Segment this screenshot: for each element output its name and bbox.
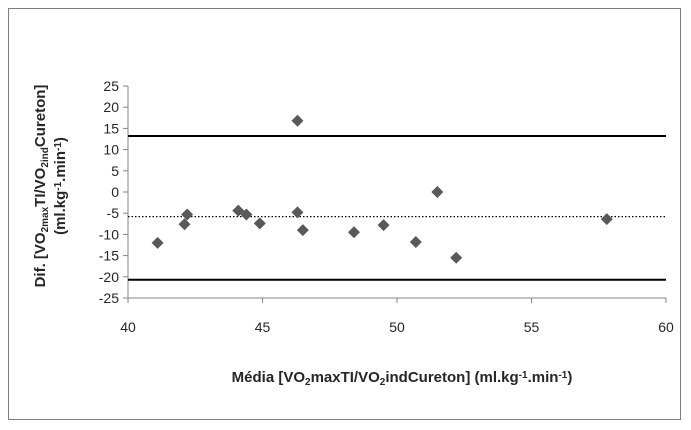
label-fragment: (ml.kg bbox=[52, 191, 69, 235]
reference-lines bbox=[128, 135, 666, 281]
axes: -25 -20 -15 -10 -5 0 5 10 15 20 25 40 45 50 55 60 bbox=[99, 78, 674, 335]
y-tick-label: 15 bbox=[103, 120, 119, 136]
data-point bbox=[431, 186, 444, 198]
data-point bbox=[296, 224, 309, 237]
x-tick-label: 50 bbox=[389, 319, 405, 335]
label-fragment: TI/VO bbox=[32, 167, 49, 207]
y-tick-label: 25 bbox=[103, 78, 119, 94]
y-tick-label: 0 bbox=[111, 184, 119, 200]
label-fragment: maxTI/VO bbox=[311, 369, 381, 386]
y-tick-label: 20 bbox=[103, 99, 119, 115]
label-fragment: -1 bbox=[558, 370, 567, 381]
y-axis-label-line2: (ml.kg-1.min-1) bbox=[52, 137, 69, 235]
data-point bbox=[240, 208, 253, 221]
label-fragment: 2 bbox=[380, 377, 386, 388]
y-tick-label: -10 bbox=[99, 226, 119, 242]
data-point bbox=[178, 218, 191, 231]
data-point bbox=[181, 208, 194, 221]
label-fragment: ) bbox=[567, 369, 572, 386]
x-tick-label: 45 bbox=[255, 319, 271, 335]
label-fragment: -1 bbox=[53, 142, 64, 151]
data-point bbox=[253, 217, 266, 230]
y-tick-label: -25 bbox=[99, 290, 119, 306]
label-fragment: 2 bbox=[305, 377, 311, 388]
label-fragment: 2max bbox=[40, 206, 51, 232]
label-fragment: -1 bbox=[53, 181, 64, 190]
data-point bbox=[409, 236, 422, 249]
chart-frame bbox=[8, 8, 681, 420]
data-point bbox=[377, 219, 390, 232]
data-point bbox=[450, 251, 463, 264]
data-point bbox=[347, 226, 360, 239]
data-point bbox=[291, 206, 304, 219]
x-tick-label: 40 bbox=[120, 319, 136, 335]
label-fragment: .min bbox=[52, 151, 69, 182]
label-fragment: Cureton] bbox=[32, 85, 49, 148]
data-point bbox=[151, 236, 164, 249]
y-tick-label: -20 bbox=[99, 269, 119, 285]
label-fragment: ) bbox=[52, 137, 69, 142]
data-point bbox=[291, 114, 304, 127]
y-tick-label: 5 bbox=[111, 163, 119, 179]
data-point bbox=[600, 213, 613, 226]
axis-labels: Média [VO2maxTI/VO2indCureton] (ml.kg-1.… bbox=[32, 85, 572, 388]
x-axis-label: Média [VO2maxTI/VO2indCureton] (ml.kg-1.… bbox=[232, 369, 573, 388]
label-fragment: -1 bbox=[519, 370, 528, 381]
label-fragment: .min bbox=[528, 369, 559, 386]
label-fragment: 2ind bbox=[40, 147, 51, 168]
label-fragment: Média [VO bbox=[232, 369, 306, 386]
y-tick-label: 10 bbox=[103, 142, 119, 158]
y-tick-label: -5 bbox=[107, 205, 120, 221]
y-axis-label-line1: Dif. [VO2maxTI/VO2indCureton] bbox=[32, 85, 51, 288]
x-tick-label: 60 bbox=[658, 319, 674, 335]
data-points bbox=[151, 114, 613, 264]
x-tick-label: 55 bbox=[524, 319, 540, 335]
label-fragment: Dif. [VO bbox=[32, 232, 49, 287]
label-fragment: indCureton] (ml.kg bbox=[385, 369, 518, 386]
y-tick-label: -15 bbox=[99, 248, 119, 264]
